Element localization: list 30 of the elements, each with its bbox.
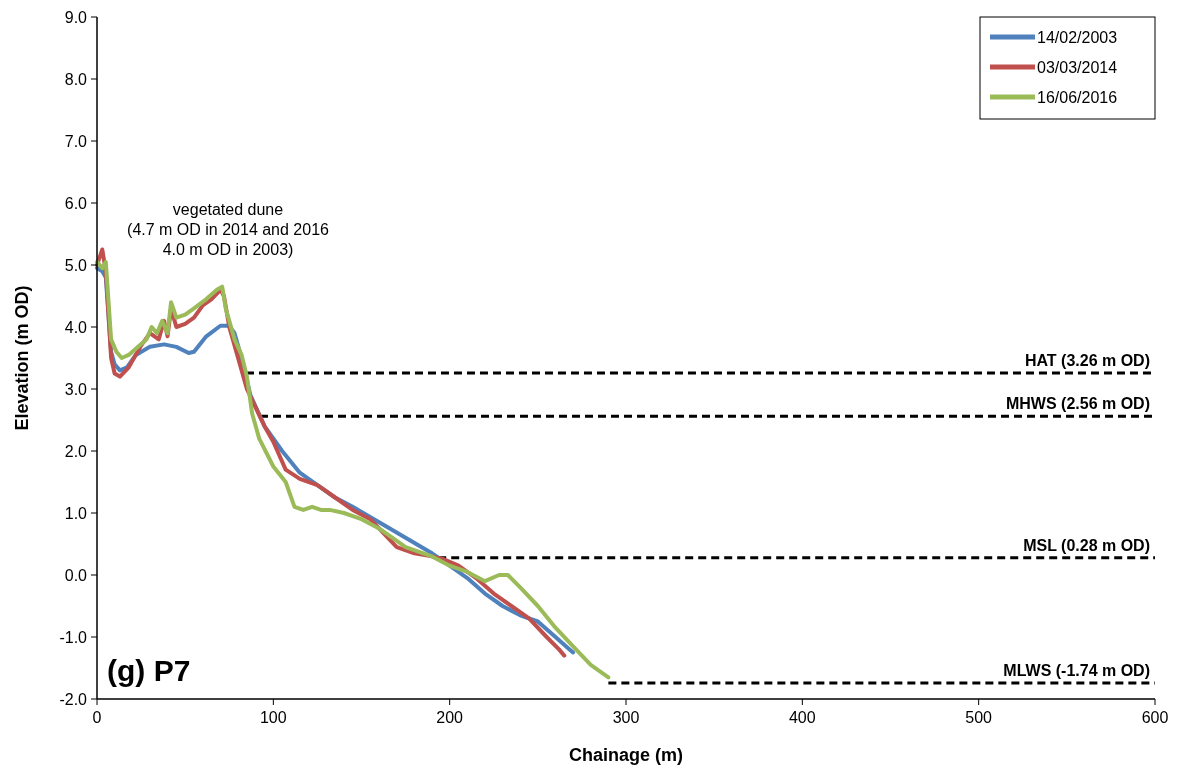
x-tick-label: 200 — [436, 709, 464, 726]
y-tick-label: 9.0 — [64, 8, 88, 26]
legend-label: 16/06/2016 — [1037, 88, 1118, 106]
y-tick-label: 4.0 — [64, 318, 88, 336]
x-tick-label: 500 — [965, 709, 993, 726]
annotation: vegetated dune (4.7 m OD in 2014 and 2016 4.0 m OD in 2003) — [127, 201, 330, 258]
legend-label: 03/03/2014 — [1037, 58, 1118, 76]
ref-line-label: MSL (0.28 m OD) — [1023, 536, 1150, 554]
y-tick-label: 0.0 — [64, 566, 88, 584]
legend-label: 14/02/2003 — [1037, 28, 1118, 46]
y-tick-label: -1.0 — [59, 628, 88, 646]
y-tick-label: 1.0 — [64, 504, 88, 522]
x-tick-label: 400 — [788, 709, 816, 726]
y-tick-label: 2.0 — [64, 442, 88, 460]
annotation: (g) P7 — [107, 654, 191, 687]
x-tick-label: 0 — [92, 709, 102, 726]
x-tick-label: 300 — [612, 709, 640, 726]
y-tick-label: 8.0 — [64, 70, 88, 88]
x-axis-title: Chainage (m) — [568, 745, 684, 765]
ref-line-label: HAT (3.26 m OD) — [1024, 351, 1150, 369]
y-tick-label: -2.0 — [59, 690, 88, 708]
y-tick-label: 5.0 — [64, 256, 88, 274]
y-tick-label: 3.0 — [64, 380, 88, 398]
y-axis-title: Elevation (m OD) — [12, 285, 32, 431]
ref-line-label: MHWS (2.56 m OD) — [1005, 395, 1150, 413]
x-tick-label: 100 — [259, 709, 287, 726]
ref-line-label: MLWS (-1.74 m OD) — [1003, 661, 1150, 679]
y-tick-label: 6.0 — [64, 194, 88, 212]
y-tick-label: 7.0 — [64, 132, 88, 150]
x-tick-label: 600 — [1141, 709, 1169, 726]
